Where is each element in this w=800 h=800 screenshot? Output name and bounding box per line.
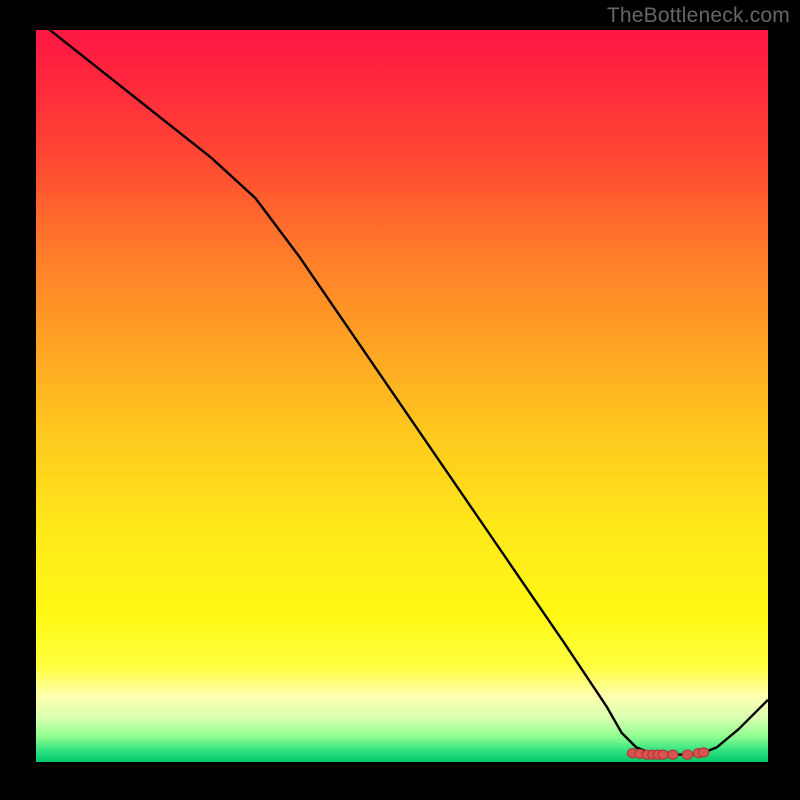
plot-area <box>36 30 768 762</box>
marker-dot <box>682 750 692 759</box>
marker-dot <box>668 750 678 759</box>
chart-container: TheBottleneck.com <box>0 0 800 800</box>
chart-svg <box>36 30 768 762</box>
marker-dot <box>658 750 668 759</box>
marker-dot <box>698 748 708 757</box>
gradient-bg <box>36 30 768 762</box>
watermark-text: TheBottleneck.com <box>607 4 790 28</box>
